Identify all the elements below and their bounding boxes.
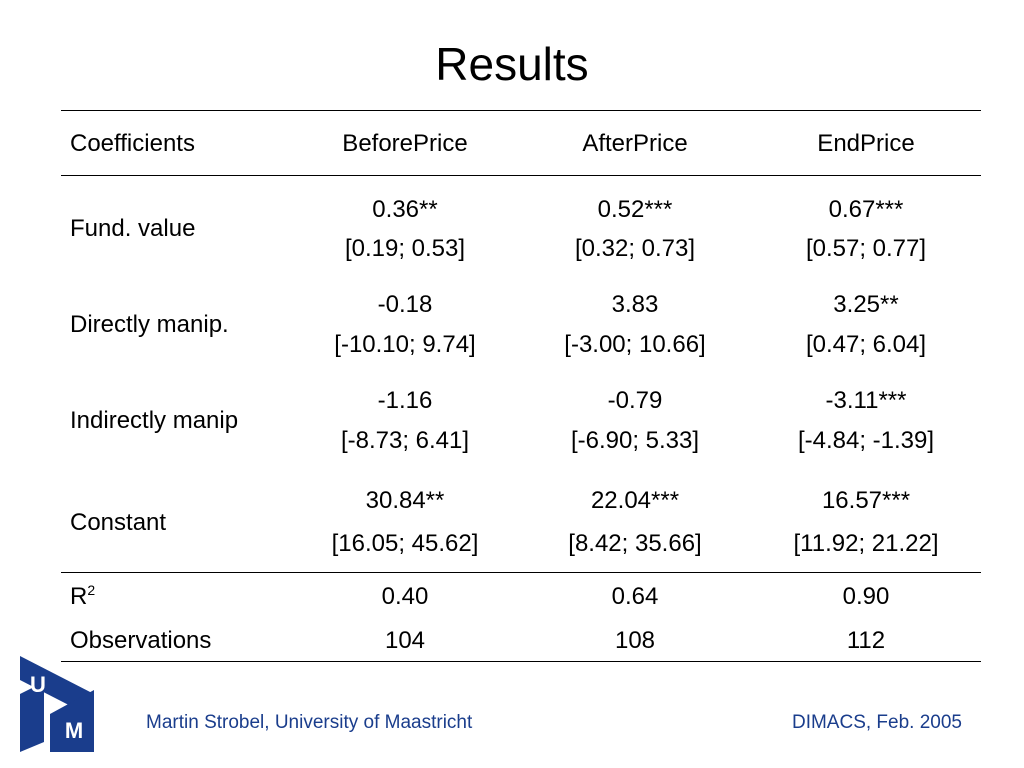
table-header-rule <box>61 175 981 176</box>
logo-letter-u: U <box>30 672 46 697</box>
ci-directly-manip-endprice: [0.47; 6.04] <box>805 331 927 358</box>
row-label-constant: Constant <box>70 509 167 536</box>
coef-directly-manip-endprice: 3.25** <box>833 291 899 318</box>
ci-directly-manip-afterprice: [-3.00; 10.66] <box>564 331 706 358</box>
coef-fund-value-beforeprice: 0.36** <box>372 196 438 223</box>
coef-constant-beforeprice: 30.84** <box>365 487 445 514</box>
coef-indirectly-manip-afterprice: -0.79 <box>607 387 663 414</box>
row-label-observations: Observations <box>70 627 212 654</box>
ci-constant-beforeprice: [16.05; 45.62] <box>331 530 479 557</box>
footer-event: DIMACS, Feb. 2005 <box>791 712 962 733</box>
coef-constant-afterprice: 22.04*** <box>590 487 680 514</box>
header-afterprice: AfterPrice <box>582 130 688 157</box>
header-beforeprice: BeforePrice <box>342 130 468 157</box>
coef-indirectly-manip-endprice: -3.11*** <box>825 387 907 414</box>
ci-indirectly-manip-beforeprice: [-8.73; 6.41] <box>340 427 470 454</box>
logo-letter-m: M <box>65 718 83 743</box>
r-squared-beforeprice: 0.40 <box>381 583 429 610</box>
slide-title: Results <box>435 38 589 90</box>
table-stats-rule <box>61 572 981 573</box>
ci-indirectly-manip-endprice: [-4.84; -1.39] <box>797 427 935 454</box>
ci-constant-afterprice: [8.42; 35.66] <box>568 530 702 557</box>
row-label-indirectly-manip: Indirectly manip <box>70 407 239 434</box>
coef-directly-manip-afterprice: 3.83 <box>611 291 659 318</box>
coef-fund-value-afterprice: 0.52*** <box>597 196 673 223</box>
header-endprice: EndPrice <box>817 130 915 157</box>
row-label-fund-value: Fund. value <box>70 215 196 242</box>
ci-fund-value-endprice: [0.57; 0.77] <box>805 235 927 262</box>
university-logo: U M <box>20 656 94 752</box>
ci-constant-endprice: [11.92; 21.22] <box>793 530 939 557</box>
coef-constant-endprice: 16.57*** <box>821 487 911 514</box>
ci-fund-value-afterprice: [0.32; 0.73] <box>574 235 696 262</box>
r-squared-afterprice: 0.64 <box>611 583 659 610</box>
row-label-r-squared: R2 <box>70 583 95 611</box>
coef-directly-manip-beforeprice: -0.18 <box>377 291 433 318</box>
footer-author: Martin Strobel, University of Maastricht <box>146 712 473 733</box>
results-table: Coefficients BeforePrice AfterPrice EndP… <box>61 110 981 662</box>
table-bottom-rule <box>61 661 981 662</box>
table-top-rule <box>61 110 981 111</box>
observations-beforeprice: 104 <box>384 627 426 654</box>
row-label-directly-manip: Directly manip. <box>70 311 229 338</box>
r-squared-endprice: 0.90 <box>842 583 890 610</box>
coef-indirectly-manip-beforeprice: -1.16 <box>377 387 433 414</box>
r-squared-superscript: 2 <box>87 582 96 598</box>
ci-indirectly-manip-afterprice: [-6.90; 5.33] <box>570 427 700 454</box>
observations-endprice: 112 <box>846 627 886 654</box>
coef-fund-value-endprice: 0.67*** <box>828 196 904 223</box>
observations-afterprice: 108 <box>614 627 656 654</box>
ci-directly-manip-beforeprice: [-10.10; 9.74] <box>334 331 476 358</box>
r-squared-label: R <box>70 583 88 610</box>
ci-fund-value-beforeprice: [0.19; 0.53] <box>344 235 466 262</box>
header-coefficients: Coefficients <box>70 130 195 157</box>
